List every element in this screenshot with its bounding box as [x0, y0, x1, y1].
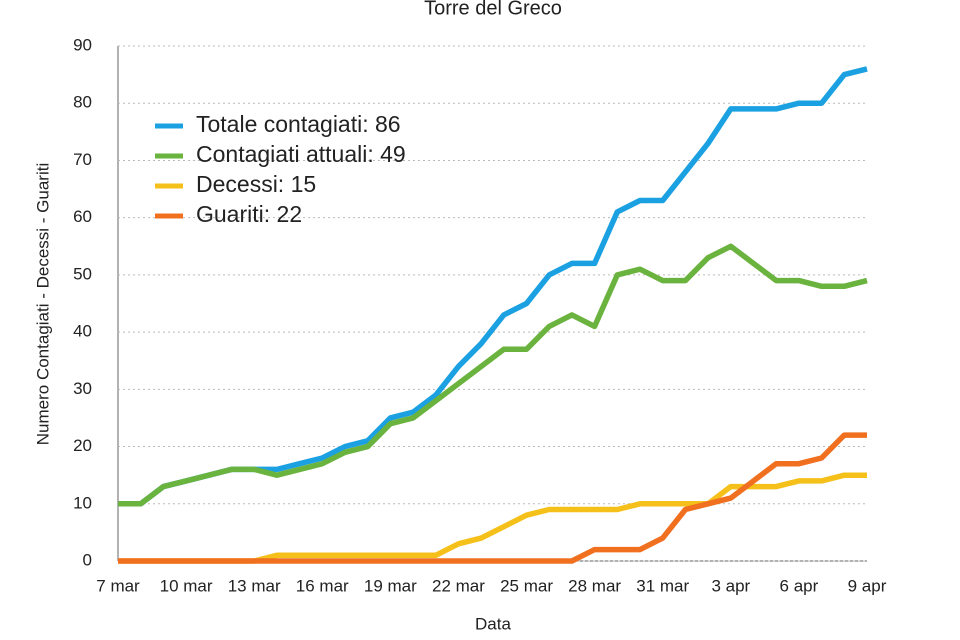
x-tick-label: 28 mar [568, 576, 621, 595]
y-tick-label: 70 [73, 150, 92, 169]
y-tick-label: 20 [73, 436, 92, 455]
x-axis-label: Data [475, 614, 511, 633]
series-line [118, 432, 867, 564]
series-line [118, 472, 867, 564]
y-axis-label: Numero Contagiati - Decessi - Guariti [33, 163, 52, 445]
x-tick-label: 7 mar [96, 576, 140, 595]
legend-label: Contagiati attuali: 49 [196, 141, 406, 167]
legend-label: Guariti: 22 [196, 201, 302, 227]
legend-label: Totale contagiati: 86 [196, 111, 401, 137]
y-tick-label: 40 [73, 322, 92, 341]
y-tick-label: 30 [73, 379, 92, 398]
y-tick-label: 50 [73, 264, 92, 283]
y-tick-label: 60 [73, 207, 92, 226]
x-tick-label: 19 mar [364, 576, 417, 595]
x-tick-label: 25 mar [500, 576, 553, 595]
x-tick-label: 3 apr [711, 576, 750, 595]
x-tick-label: 16 mar [296, 576, 349, 595]
legend: Totale contagiati: 86 Contagiati attuali:… [155, 111, 406, 227]
y-tick-label: 80 [73, 93, 92, 112]
legend-label: Decessi: 15 [196, 171, 316, 197]
x-tick-label: 31 mar [636, 576, 689, 595]
x-tick-label: 9 apr [848, 576, 887, 595]
chart-title: Torre del Greco [424, 0, 562, 19]
x-tick-label: 22 mar [432, 576, 485, 595]
y-tick-label: 10 [73, 493, 92, 512]
y-tick-label: 0 [83, 550, 92, 569]
x-tick-label: 6 apr [780, 576, 819, 595]
x-tick-label: 10 mar [160, 576, 213, 595]
y-tick-label: 90 [73, 35, 92, 54]
series-line [118, 243, 868, 507]
x-tick-label: 13 mar [228, 576, 281, 595]
